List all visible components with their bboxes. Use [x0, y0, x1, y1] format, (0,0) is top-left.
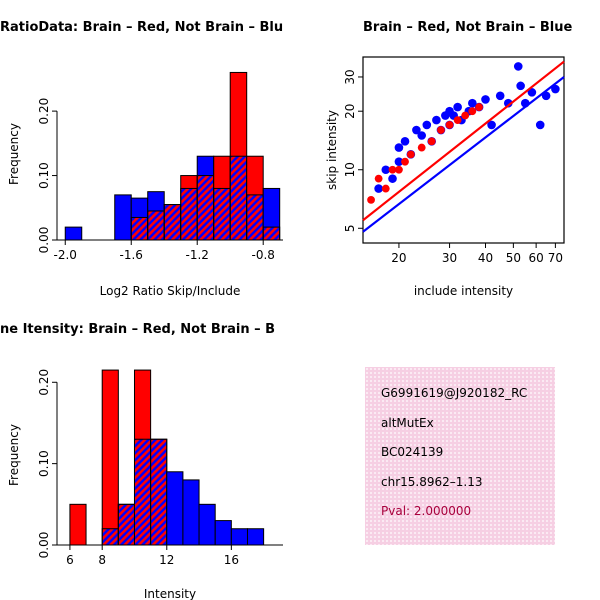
svg-text:0.00: 0.00	[37, 532, 51, 559]
svg-text:0.20: 0.20	[37, 369, 51, 396]
svg-text:10: 10	[343, 162, 357, 177]
histogram-log-ratio-plot: -2.0 -1.6 -1.2 -0.8 0.00 0.10 0.20	[37, 71, 283, 262]
chart-title-scatter: Brain – Red, Not Brain – Blue	[363, 20, 573, 35]
svg-text:8: 8	[98, 553, 106, 567]
svg-text:-1.2: -1.2	[186, 248, 209, 262]
x-axis-label-log-ratio: Log2 Ratio Skip/Include	[99, 284, 241, 298]
axes: -2.0 -1.6 -1.2 -0.8 0.00 0.10 0.20	[37, 98, 283, 262]
regression-line	[362, 60, 565, 222]
scatter-points-red	[367, 103, 483, 204]
svg-text:16: 16	[224, 553, 239, 567]
scatter-plot: 20 30 40 50 60 70 5 10 20 30	[343, 56, 565, 265]
panel-intensity-scatter: Brain – Red, Not Brain – Blue skip inten…	[300, 0, 600, 300]
svg-text:-0.8: -0.8	[251, 248, 274, 262]
histogram-bars	[69, 369, 265, 546]
x-axis-label-include-intensity: include intensity	[413, 284, 514, 298]
svg-text:5: 5	[343, 224, 357, 232]
scatter-points-blue	[374, 62, 560, 193]
svg-text:0.10: 0.10	[37, 162, 51, 189]
svg-text:30: 30	[343, 69, 357, 84]
info-line: chr15.8962–1.13	[381, 474, 483, 489]
svg-text:60: 60	[528, 251, 543, 265]
axes: 6 8 12 16 0.00 0.10 0.20	[37, 369, 283, 567]
svg-text:20: 20	[343, 104, 357, 119]
x-axis-label-intensity: Intensity	[143, 587, 197, 600]
chart-title-log-ratio: RatioData: Brain – Red, Not Brain – Blu	[0, 20, 284, 35]
info-line: BC024139	[381, 445, 444, 459]
info-line: altMutEx	[381, 415, 434, 430]
svg-text:70: 70	[548, 251, 563, 265]
histogram-intensity-plot: 6 8 12 16 0.00 0.10 0.20	[37, 369, 283, 567]
chart-title-gene-intensity: ne Itensity: Brain – Red, Not Brain – B	[0, 322, 276, 337]
info-line: Pval: 2.000000	[381, 504, 472, 518]
svg-text:0.10: 0.10	[37, 450, 51, 477]
panel-log-ratio-histogram: RatioData: Brain – Red, Not Brain – Blu …	[0, 0, 300, 300]
svg-text:6: 6	[66, 553, 74, 567]
axes: 20 30 40 50 60 70 5 10 20 30	[343, 56, 565, 265]
svg-text:30: 30	[442, 251, 457, 265]
svg-text:12: 12	[159, 553, 174, 567]
histogram-bars	[64, 71, 281, 241]
svg-text:0.20: 0.20	[37, 98, 51, 125]
svg-text:-1.6: -1.6	[120, 248, 143, 262]
regression-line	[362, 76, 565, 233]
svg-text:40: 40	[478, 251, 493, 265]
svg-text:50: 50	[506, 251, 521, 265]
svg-text:-2.0: -2.0	[54, 248, 77, 262]
gene-info-box: G6991619@J920182_RC altMutEx BC024139 chr15…	[365, 367, 555, 545]
svg-text:20: 20	[391, 251, 406, 265]
svg-text:0.00: 0.00	[37, 227, 51, 254]
panel-gene-intensity-histogram: ne Itensity: Brain – Red, Not Brain – B …	[0, 300, 300, 600]
info-line: G6991619@J920182_RC	[381, 386, 528, 400]
